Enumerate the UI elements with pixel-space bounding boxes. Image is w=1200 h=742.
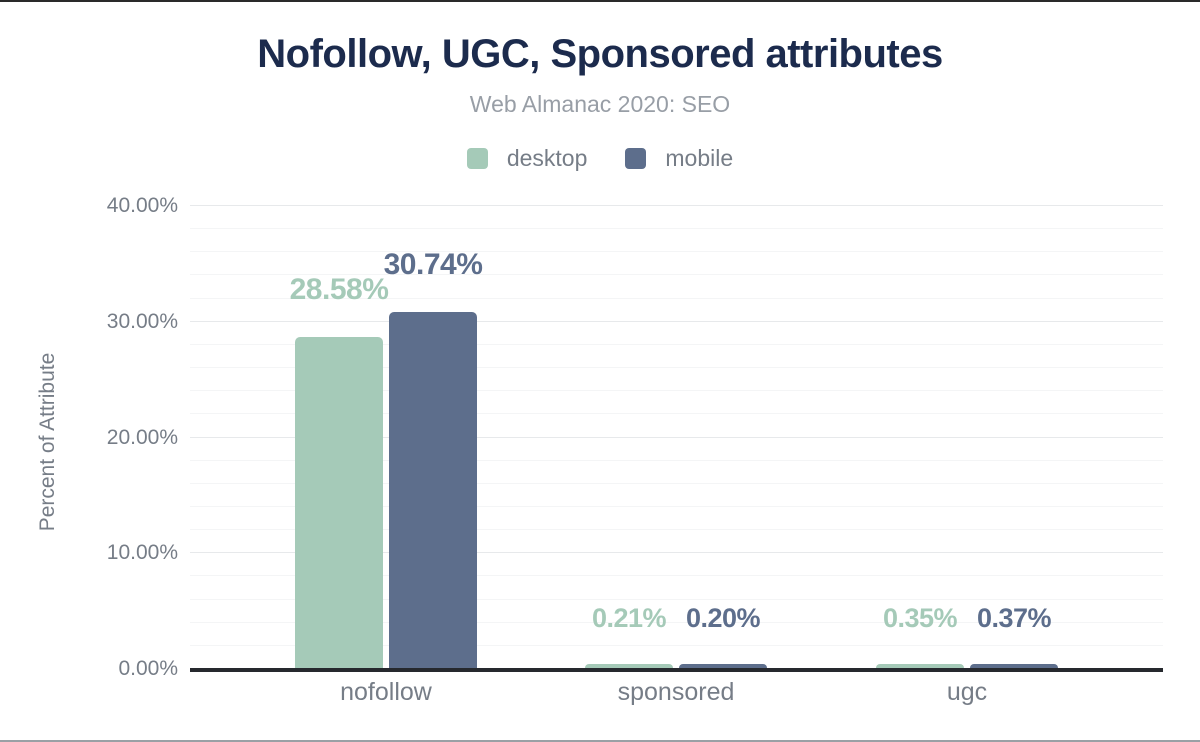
x-axis-line [190,668,1163,672]
legend-label-mobile: mobile [665,145,734,171]
gridline-minor [190,575,1163,577]
legend-swatch-mobile-icon [625,148,647,169]
gridline-major [190,320,1163,322]
chart-subtitle: Web Almanac 2020: SEO [469,91,731,117]
gridline-minor [190,297,1163,299]
legend-swatch-desktop-icon [466,148,488,169]
y-tick-label: 0.00% [118,657,178,680]
chart-title: Nofollow, UGC, Sponsored attributes [257,32,943,76]
gridline-minor [190,251,1163,253]
bar-desktop-nofollow[interactable] [295,337,383,668]
x-tick-label-sponsored: sponsored [617,678,735,706]
legend-item-mobile: mobile [625,145,733,172]
gridline-major [190,552,1163,554]
gridline-minor [190,482,1163,484]
bar-mobile-ugc[interactable] [970,663,1058,668]
gridline-minor [190,644,1163,646]
y-tick-label: 20.00% [106,425,178,449]
chart-legend: desktop mobile [0,145,1200,172]
gridline-minor [190,343,1163,345]
bar-value-mobile-ugc: 0.37% [976,602,1052,633]
gridline-major [190,205,1163,206]
bar-value-mobile-sponsored: 0.20% [685,603,761,633]
bar-value-mobile-nofollow: 30.74% [383,248,483,282]
gridline-minor [190,529,1163,531]
gridline-major [190,436,1163,438]
gridline-minor [190,274,1163,276]
bar-value-desktop-sponsored: 0.21% [591,603,667,633]
legend-label-desktop: desktop [506,145,588,171]
gridline-minor [190,598,1163,600]
bar-value-desktop-nofollow: 28.58% [289,273,389,307]
bar-desktop-ugc[interactable] [876,663,964,668]
bar-value-desktop-ugc: 0.35% [882,602,958,633]
gridline-minor [190,459,1163,461]
y-tick-label: 40.00% [106,194,178,217]
gridline-minor [190,390,1163,392]
y-tick-label: 30.00% [106,309,178,333]
y-tick-label: 10.00% [106,541,178,565]
bar-mobile-nofollow[interactable] [389,312,477,668]
gridline-minor [190,367,1163,369]
legend-item-desktop: desktop [466,145,588,172]
gridline-minor [190,621,1163,623]
bar-mobile-sponsored[interactable] [679,664,767,668]
gridline-minor [190,413,1163,415]
bar-desktop-sponsored[interactable] [585,664,673,668]
x-tick-label-nofollow: nofollow [340,678,432,706]
gridline-minor [190,228,1163,230]
gridline-minor [190,505,1163,507]
x-tick-label-ugc: ugc [946,678,988,706]
